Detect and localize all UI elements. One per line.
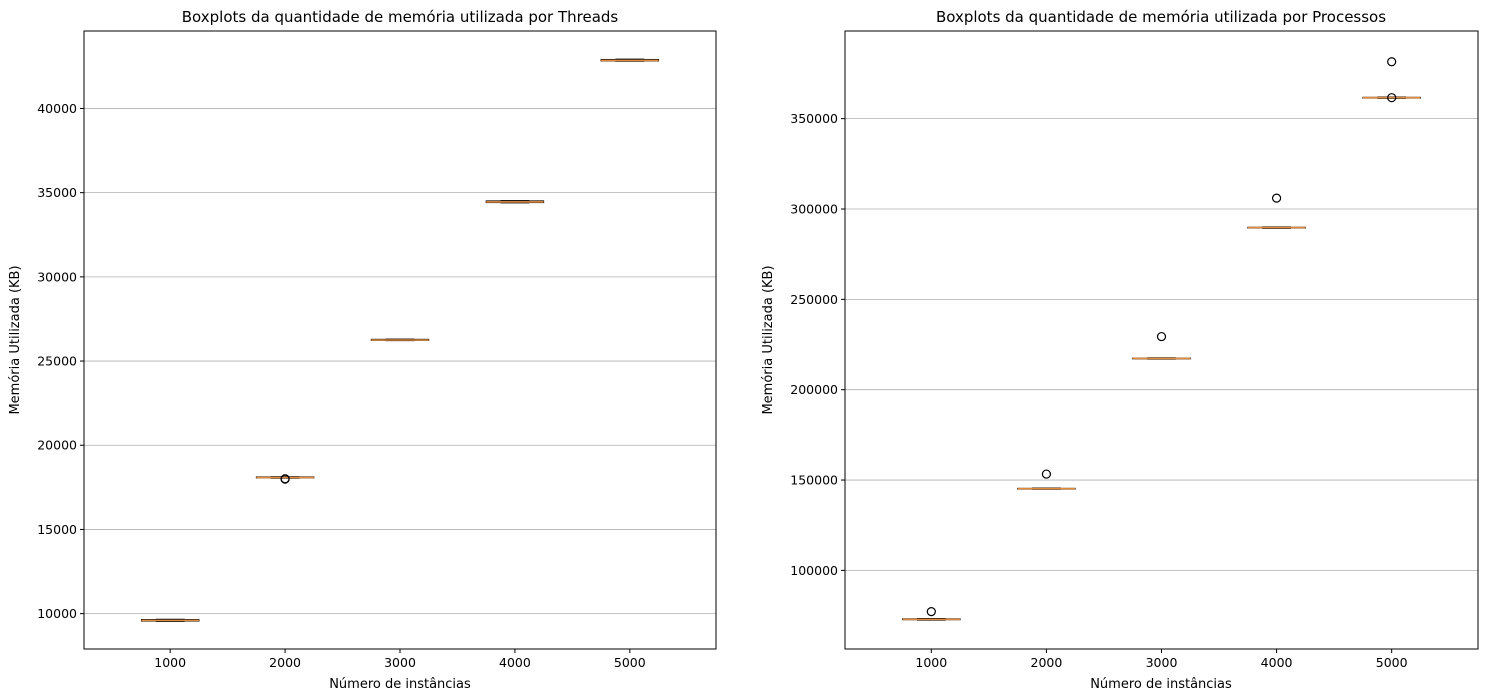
x-tick-label: 1000	[154, 655, 186, 670]
processos-boxplot-panel: Boxplots da quantidade de memória utiliz…	[761, 8, 1479, 692]
box-5000	[1362, 57, 1421, 103]
y-tick-label: 100000	[790, 563, 838, 578]
chart-title: Boxplots da quantidade de memória utiliz…	[936, 8, 1386, 26]
chart-title: Boxplots da quantidade de memória utiliz…	[182, 8, 619, 26]
y-tick-label: 40000	[37, 101, 77, 116]
x-tick-label: 1000	[915, 655, 947, 670]
box-3000	[1132, 331, 1191, 360]
y-tick-label: 250000	[790, 292, 838, 307]
x-tick-label: 3000	[1146, 655, 1178, 670]
box-4000	[485, 200, 545, 204]
x-axis-label: Número de instâncias	[329, 677, 471, 692]
x-tick-label: 4000	[499, 655, 531, 670]
outlier-point	[1271, 193, 1282, 203]
box-5000	[600, 58, 660, 62]
y-tick-label: 20000	[37, 438, 77, 453]
box-3000	[370, 338, 430, 342]
box-1000	[902, 606, 961, 621]
y-tick-label: 300000	[790, 201, 838, 216]
box-2000	[1017, 469, 1076, 490]
outlier-point	[1387, 93, 1397, 103]
box-2000	[255, 474, 315, 484]
y-tick-label: 200000	[790, 382, 838, 397]
x-tick-label: 2000	[1031, 655, 1063, 670]
y-tick-label: 30000	[37, 269, 77, 284]
y-tick-label: 35000	[37, 185, 77, 200]
outlier-point	[1387, 57, 1397, 67]
threads-boxplot-panel: Boxplots da quantidade de memória utiliz…	[8, 8, 717, 692]
outlier-point	[1041, 469, 1052, 479]
x-axis-label: Número de instâncias	[1090, 677, 1232, 692]
y-tick-label: 150000	[790, 473, 838, 488]
y-tick-label: 15000	[37, 522, 77, 537]
x-tick-label: 2000	[269, 655, 301, 670]
outlier-point	[926, 606, 936, 617]
box-4000	[1247, 193, 1306, 229]
x-tick-label: 5000	[614, 655, 646, 670]
y-tick-label: 25000	[37, 354, 77, 369]
y-tick-label: 350000	[790, 111, 838, 126]
x-tick-label: 4000	[1261, 655, 1293, 670]
y-axis-label: Memória Utilizada (KB)	[8, 265, 23, 414]
y-tick-label: 10000	[37, 606, 77, 621]
outlier-point	[280, 474, 290, 484]
outlier-point	[1156, 331, 1167, 342]
y-axis-label: Memória Utilizada (KB)	[761, 265, 776, 414]
box-1000	[140, 618, 200, 622]
x-tick-label: 5000	[1376, 655, 1408, 670]
x-tick-label: 3000	[384, 655, 416, 670]
